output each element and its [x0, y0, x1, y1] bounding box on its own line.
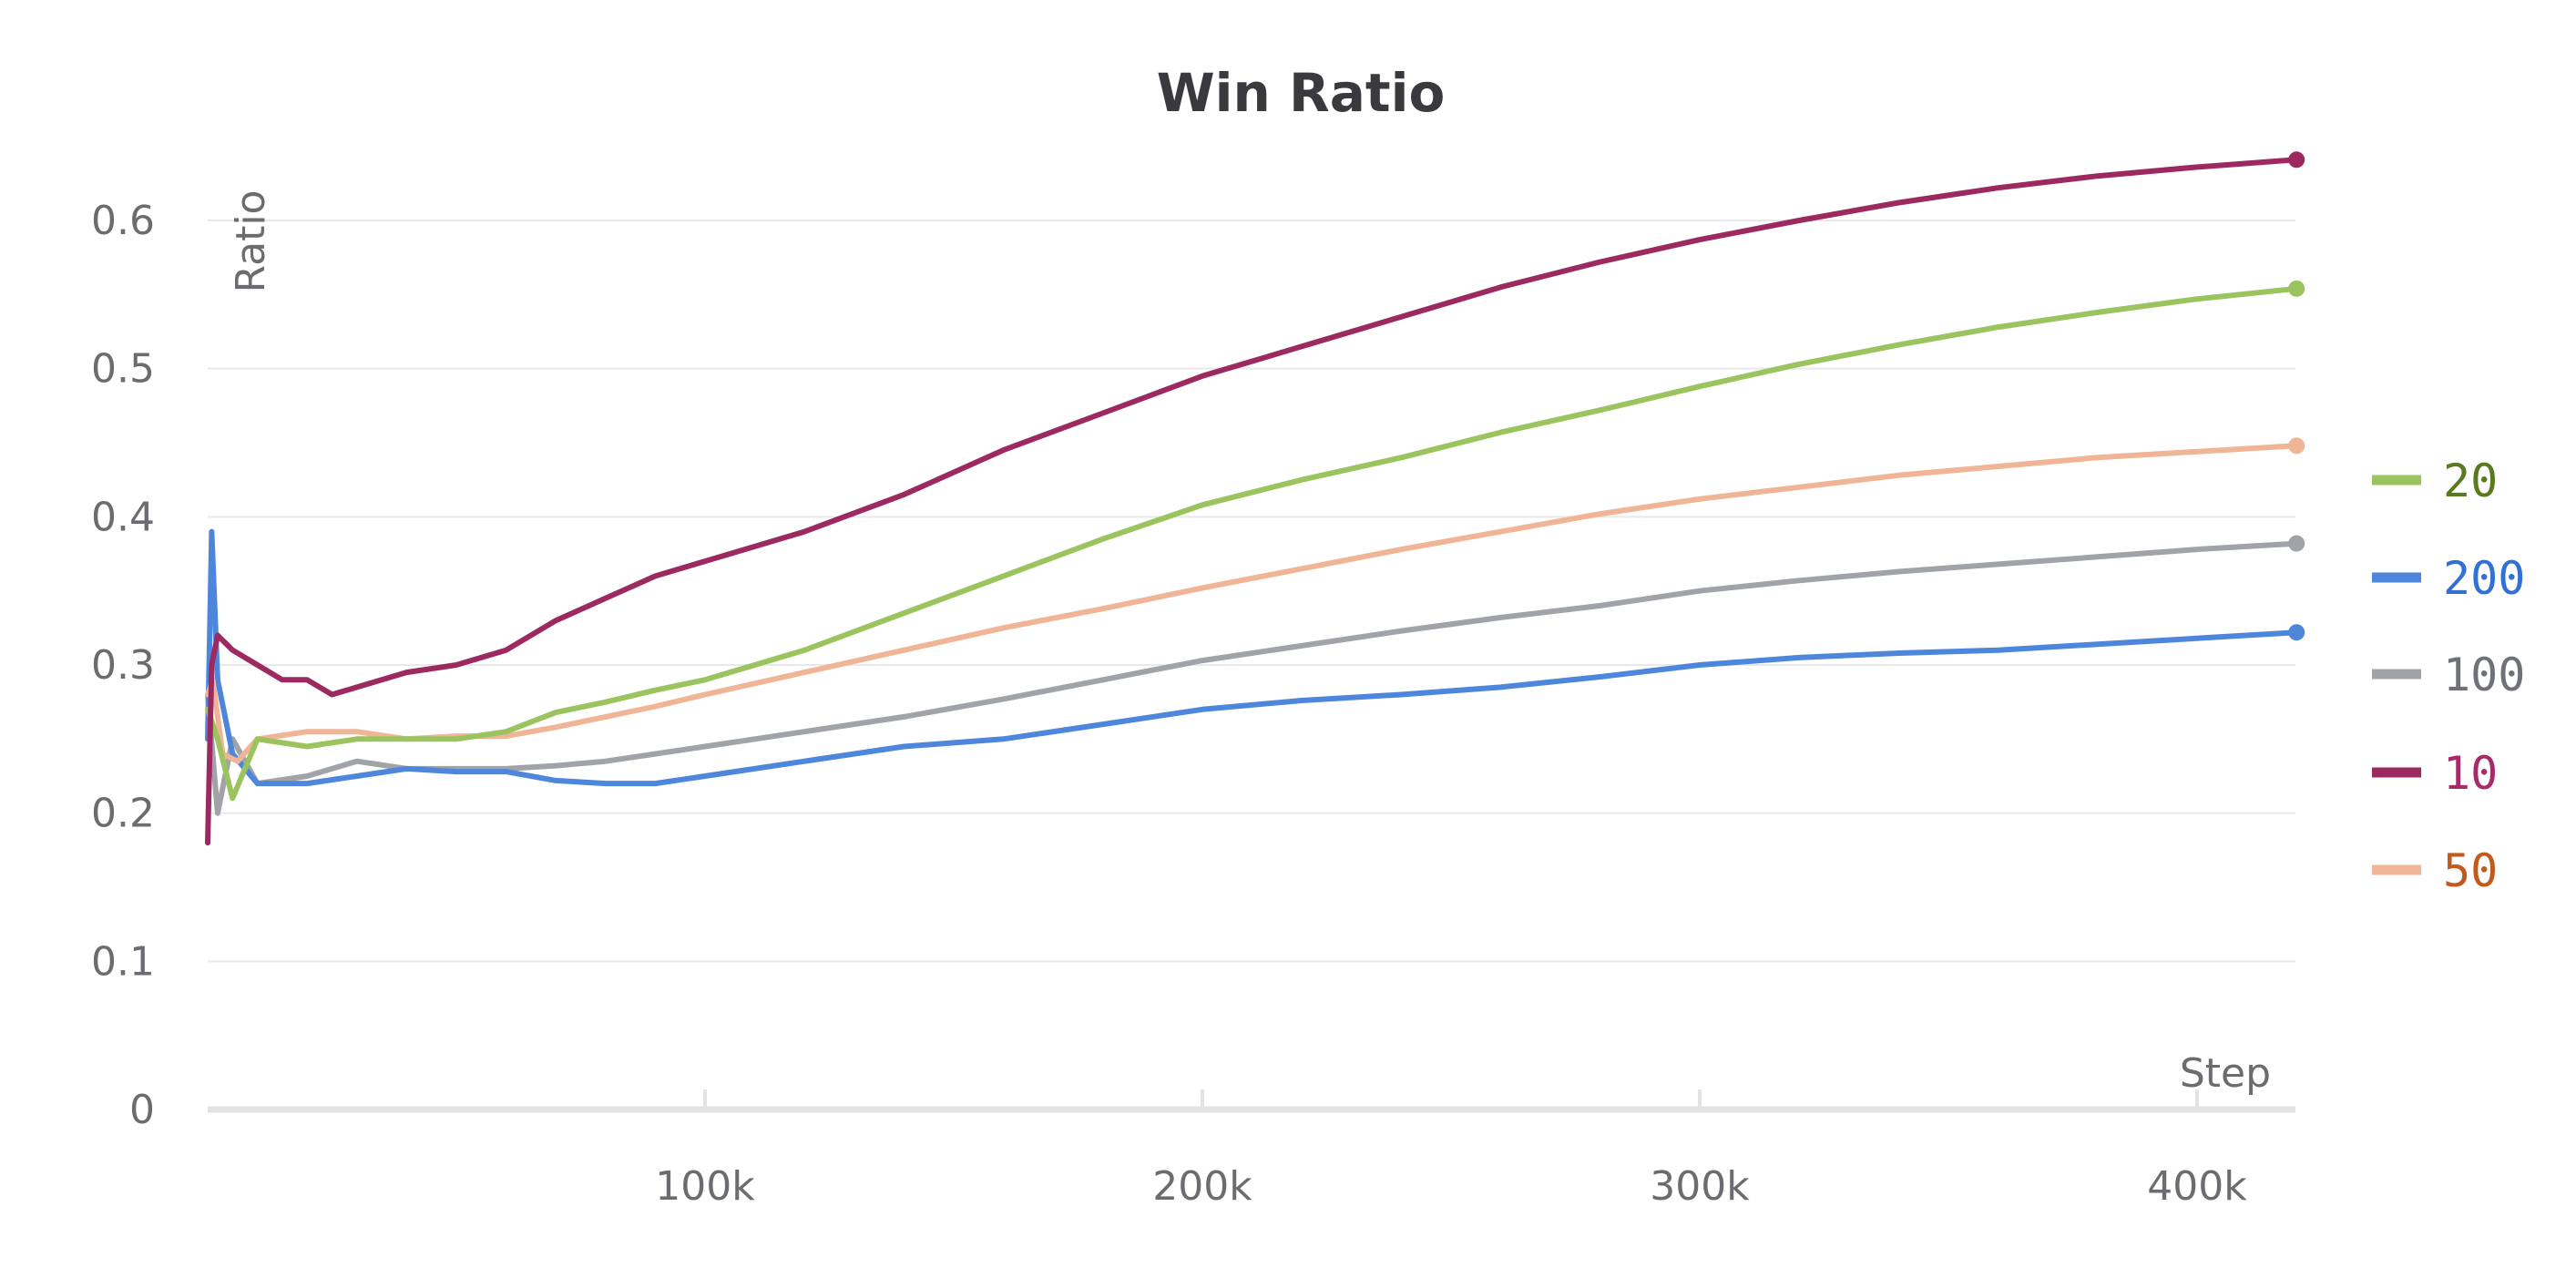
legend-label-200: 200	[2443, 552, 2525, 605]
series-line-200	[205, 528, 2300, 787]
legend: 20 200 100 10 50	[2372, 455, 2525, 897]
legend-label-10: 10	[2443, 747, 2498, 800]
x-tick-label: 400k	[2147, 1163, 2247, 1210]
y-axis-label: Ratio	[228, 190, 274, 293]
series-endpoint-20	[2288, 280, 2305, 297]
x-tick-label: 300k	[1650, 1163, 1750, 1210]
y-tick-label: 0.3	[91, 642, 155, 689]
y-tick-label: 0.4	[91, 494, 155, 540]
grid-lines	[208, 220, 2295, 963]
series-line-20	[205, 285, 2300, 802]
legend-label-100: 100	[2443, 649, 2525, 701]
x-axis-label: Step	[2180, 1050, 2271, 1097]
series-endpoint-200	[2288, 624, 2305, 641]
x-tick-label: 100k	[655, 1163, 755, 1210]
x-axis-ticks: 100k 200k 300k 400k	[655, 1089, 2247, 1210]
legend-label-20: 20	[2443, 455, 2498, 507]
series-line-100	[205, 540, 2300, 816]
y-tick-label: 0.5	[91, 346, 155, 393]
y-axis-ticks: 0 0.1 0.2 0.3 0.4 0.5 0.6	[91, 198, 155, 1133]
series-endpoint-100	[2288, 535, 2305, 552]
y-tick-label: 0	[129, 1087, 155, 1133]
series-line-50	[205, 443, 2300, 764]
x-tick-label: 200k	[1152, 1163, 1252, 1210]
chart-title: Win Ratio	[1157, 62, 1446, 124]
y-tick-label: 0.2	[91, 791, 155, 837]
y-tick-label: 0.1	[91, 938, 155, 985]
legend-label-50: 50	[2443, 844, 2498, 897]
y-tick-label: 0.6	[91, 198, 155, 244]
series-endpoint-50	[2288, 437, 2305, 455]
series-lines	[205, 151, 2305, 846]
series-line-10	[205, 157, 2300, 846]
series-endpoint-10	[2288, 151, 2305, 169]
